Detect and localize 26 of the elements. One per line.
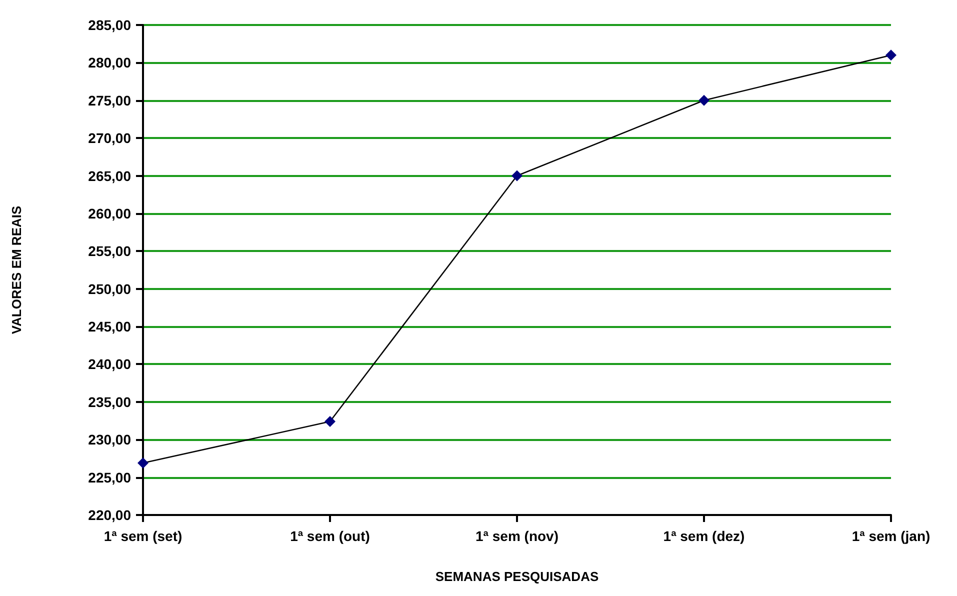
x-tick-label: 1ª sem (dez) xyxy=(663,528,745,544)
y-tick-label: 230,00 xyxy=(88,432,132,448)
y-tick-label: 275,00 xyxy=(88,92,132,108)
x-tick-label: 1ª sem (set) xyxy=(104,528,182,544)
point xyxy=(138,457,148,468)
y-tick-label: 240,00 xyxy=(88,356,132,372)
point xyxy=(324,416,336,428)
x-tick-label: 1ª sem (out) xyxy=(290,528,370,544)
y-tick-label: 270,00 xyxy=(88,130,132,146)
y-tick-label: 235,00 xyxy=(88,394,132,410)
y-tick-label: 255,00 xyxy=(88,243,132,260)
y-tick-label: 260,00 xyxy=(88,205,132,222)
y-tick-label: 225,00 xyxy=(88,469,132,486)
y-tick-label: 285,00 xyxy=(88,17,132,33)
point xyxy=(512,170,522,182)
y-tick-label: 280,00 xyxy=(88,54,132,71)
x-tick-label: 1ª sem (jan) xyxy=(852,528,930,544)
x-tick-label: 1ª sem (nov) xyxy=(476,528,558,544)
point xyxy=(886,50,896,61)
y-tick-label: 265,00 xyxy=(88,168,132,184)
y-axis-title: VALORES EM REAIS xyxy=(9,206,24,334)
y-tick-label: 250,00 xyxy=(88,280,132,297)
y-tick-label: 245,00 xyxy=(88,318,132,335)
y-tick-label: 220,00 xyxy=(88,507,132,523)
point xyxy=(698,94,710,106)
x-axis-title: SEMANAS PESQUISADAS xyxy=(435,569,599,584)
